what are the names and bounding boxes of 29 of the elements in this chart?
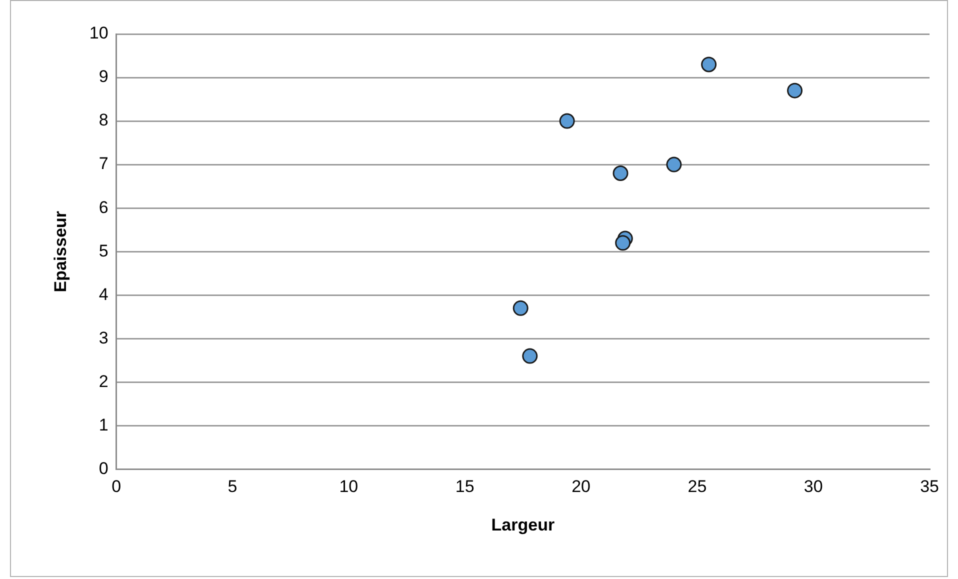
x-tick-label: 35 — [920, 477, 940, 496]
y-tick-label: 3 — [98, 328, 108, 348]
y-tick-label: 9 — [98, 67, 108, 86]
x-axis-title: Largeur — [491, 515, 555, 534]
y-tick-label: 5 — [98, 241, 108, 260]
point — [701, 56, 717, 72]
x-tick-label: 10 — [339, 477, 358, 496]
point — [512, 300, 528, 316]
y-axis-title: Epaisseur — [50, 210, 70, 292]
y-tick-label: 8 — [98, 110, 108, 130]
y-tick-label: 6 — [98, 198, 108, 217]
point — [522, 348, 538, 364]
point — [615, 235, 631, 251]
x-tick-label: 20 — [572, 477, 590, 496]
point — [666, 156, 682, 172]
point — [559, 113, 575, 129]
x-tick-label: 5 — [228, 477, 238, 496]
point — [612, 166, 628, 182]
y-tick-label: 1 — [98, 415, 108, 434]
y-tick-label: 0 — [98, 458, 108, 478]
y-tick-label: 2 — [98, 372, 108, 391]
x-tick-label: 15 — [455, 477, 474, 496]
y-tick-label: 10 — [89, 24, 108, 43]
x-tick-label: 25 — [688, 477, 707, 496]
x-tick-label: 30 — [804, 477, 823, 496]
y-tick-label: 4 — [98, 284, 108, 304]
y-tick-label: 7 — [98, 154, 108, 174]
point — [787, 82, 803, 98]
x-tick-label: 0 — [112, 477, 122, 496]
